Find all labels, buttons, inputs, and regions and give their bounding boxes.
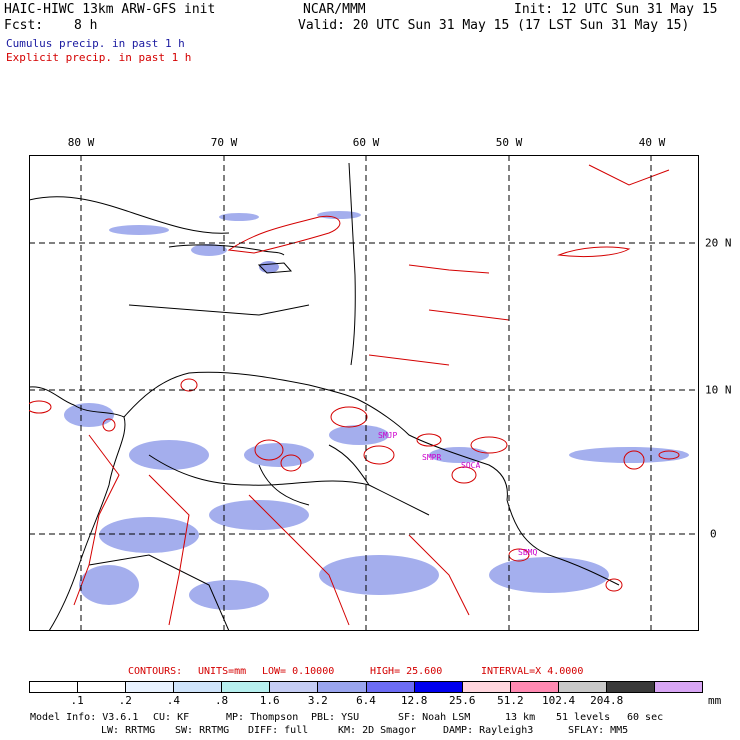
model-info-item: MP: Thompson xyxy=(226,712,299,723)
colorbar-swatch xyxy=(222,682,271,692)
fcst-value: 8 h xyxy=(74,18,98,33)
model-info-item: SW: RRTMG xyxy=(175,725,230,736)
model-info-item: PBL: YSU xyxy=(311,712,360,723)
contour-low: LOW= 0.10000 xyxy=(262,666,335,677)
lon-label: 80 W xyxy=(67,136,95,149)
lon-label: 50 W xyxy=(495,136,523,149)
colorbar-tick-label: 102.4 xyxy=(542,694,576,707)
model-info-item: DAMP: Rayleigh3 xyxy=(443,725,534,736)
model-info-item: 60 sec xyxy=(627,712,664,723)
colorbar-tick-label: 3.2 xyxy=(307,694,328,707)
colorbar-tick-label: 6.4 xyxy=(356,694,376,707)
model-info-item: CU: KF xyxy=(153,712,190,723)
precip-map xyxy=(29,155,699,631)
colorbar-swatch xyxy=(30,682,79,692)
colorbar-swatch xyxy=(78,682,127,692)
valid-time: Valid: 20 UTC Sun 31 May 15 (17 LST Sun … xyxy=(298,18,690,33)
fcst-label: Fcst: xyxy=(4,18,44,33)
contour-interval: INTERVAL=X 4.0000 xyxy=(481,666,584,677)
colorbar-tick-label: .2 xyxy=(118,694,132,707)
model-info-item: 51 levels xyxy=(556,712,611,723)
colorbar-swatch xyxy=(558,682,607,692)
station-label: SMJP xyxy=(378,431,398,440)
contour-label: CONTOURS: xyxy=(128,666,183,677)
colorbar-tick-label: .1 xyxy=(70,694,84,707)
precip-colorbar xyxy=(29,681,703,693)
colorbar-tick-label: 1.6 xyxy=(259,694,280,707)
org-label: NCAR/MMM xyxy=(303,2,366,17)
explicit-precip-layer xyxy=(29,164,680,626)
colorbar-swatch xyxy=(366,682,415,692)
lon-label: 40 W xyxy=(638,136,666,149)
init-time: Init: 12 UTC Sun 31 May 15 xyxy=(514,2,718,17)
station-label: SBMQ xyxy=(518,548,538,557)
colorbar-tick-label: 12.8 xyxy=(400,694,428,707)
lat-label: 20 N xyxy=(705,236,732,250)
coastline-layer xyxy=(29,162,620,631)
grid-lines xyxy=(29,155,699,631)
lon-label: 70 W xyxy=(210,136,238,149)
station-label: SMPR xyxy=(422,453,442,462)
model-info-item: KM: 2D Smagor xyxy=(338,725,417,736)
colorbar-swatch xyxy=(655,682,703,692)
model-info-item: SF: Noah LSM xyxy=(398,712,471,723)
colorbar-tick-label: 204.8 xyxy=(590,694,624,707)
model-info-item: Model Info: V3.6.1 xyxy=(30,712,139,723)
colorbar-tick-label: 25.6 xyxy=(449,694,476,707)
colorbar-swatch xyxy=(318,682,367,692)
model-info-item: LW: RRTMG xyxy=(101,725,156,736)
explicit-legend: Explicit precip. in past 1 h xyxy=(6,51,192,64)
colorbar-tick-label: .4 xyxy=(166,694,181,707)
lat-label: 0 xyxy=(710,527,717,541)
contour-units: UNITS=mm xyxy=(198,666,247,677)
colorbar-tick-label: .8 xyxy=(214,694,229,707)
contour-high: HIGH= 25.600 xyxy=(370,666,443,677)
lon-label: 60 W xyxy=(352,136,380,149)
model-title: HAIC-HIWC 13km ARW-GFS init xyxy=(4,2,216,17)
colorbar-tick-label: 51.2 xyxy=(497,694,524,707)
colorbar-swatch xyxy=(606,682,656,692)
colorbar-swatch xyxy=(414,682,463,692)
colorbar-unit: mm xyxy=(708,694,722,707)
colorbar-swatch xyxy=(510,682,559,692)
colorbar-swatch xyxy=(126,682,175,692)
lat-label: 10 N xyxy=(705,383,732,397)
station-label: SOCA xyxy=(461,461,481,470)
colorbar-swatch xyxy=(270,682,319,692)
cumulus-legend: Cumulus precip. in past 1 h xyxy=(6,37,185,50)
model-info-item: 13 km xyxy=(505,712,536,723)
model-info-item: DIFF: full xyxy=(248,725,309,736)
cumulus-precip-layer xyxy=(64,211,689,610)
colorbar-swatch xyxy=(462,682,511,692)
colorbar-labels: .1 .2 .4 .8 1.6 3.2 6.4 12.8 25.6 51.2 102.4 204.8 xyxy=(29,694,703,707)
colorbar-swatch xyxy=(174,682,223,692)
model-info-item: SFLAY: MM5 xyxy=(568,725,629,736)
